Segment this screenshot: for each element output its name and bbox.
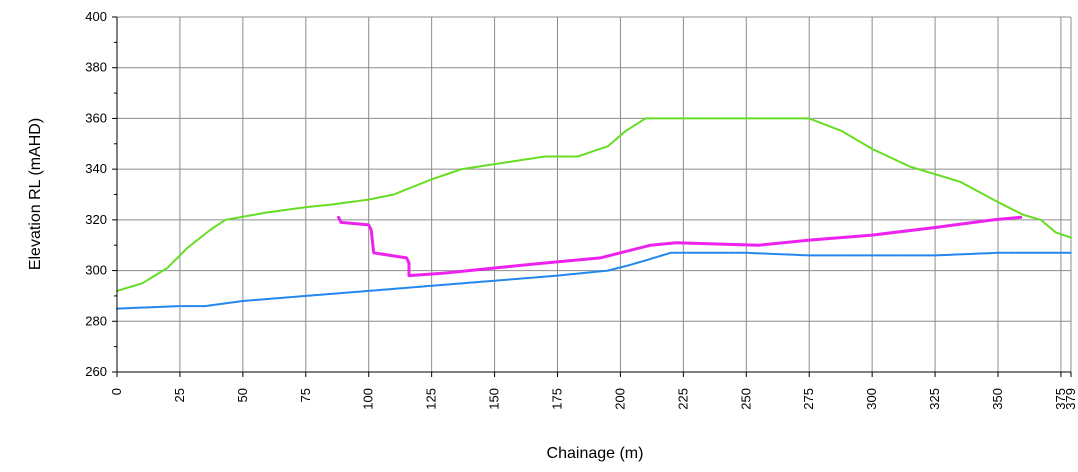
x-tick-label: 275: [801, 388, 816, 410]
x-axis-title: Chainage (m): [547, 445, 644, 462]
x-tick-label: 375: [1053, 388, 1068, 410]
x-tick-label: 50: [235, 388, 250, 402]
y-axis-title: Elevation RL (mAHD): [27, 118, 44, 270]
x-tick-label: 200: [612, 388, 627, 410]
x-tick-label: 100: [361, 388, 376, 410]
x-tick-label: 25: [172, 388, 187, 402]
y-tick-label: 260: [85, 364, 107, 379]
y-tick-label: 340: [85, 161, 107, 176]
y-tick-label: 300: [85, 263, 107, 278]
series-lines: [116, 117, 1072, 310]
x-tick-label: 0: [109, 388, 124, 395]
grid-lines: [116, 16, 1072, 373]
x-tick-label: 225: [675, 388, 690, 410]
x-tick-label: 350: [990, 388, 1005, 410]
x-tick-label: 75: [298, 388, 313, 402]
series-line-2: [337, 215, 1023, 278]
x-tick-label: 379: [1063, 388, 1078, 410]
y-tick-label: 280: [85, 313, 107, 328]
series-line-1: [116, 117, 1072, 292]
y-tick-labels: 260 280 300 320 340 360 380 400: [85, 9, 107, 379]
y-tick-label: 320: [85, 212, 107, 227]
x-tick-label: 150: [487, 388, 502, 410]
y-tick-label: 380: [85, 60, 107, 75]
x-tick-labels: 0 25 50 75 100 125 150 175 200 225 250 275 300 325 350…: [109, 388, 1078, 410]
x-tick-label: 325: [927, 388, 942, 410]
y-tick-label: 360: [85, 110, 107, 125]
x-tick-label: 175: [550, 388, 565, 410]
x-tick-label: 125: [424, 388, 439, 410]
x-tick-label: 300: [864, 388, 879, 410]
y-tick-label: 400: [85, 9, 107, 24]
axes: [112, 16, 1072, 377]
x-tick-label: 250: [738, 388, 753, 410]
series-line-3: [116, 251, 1072, 310]
